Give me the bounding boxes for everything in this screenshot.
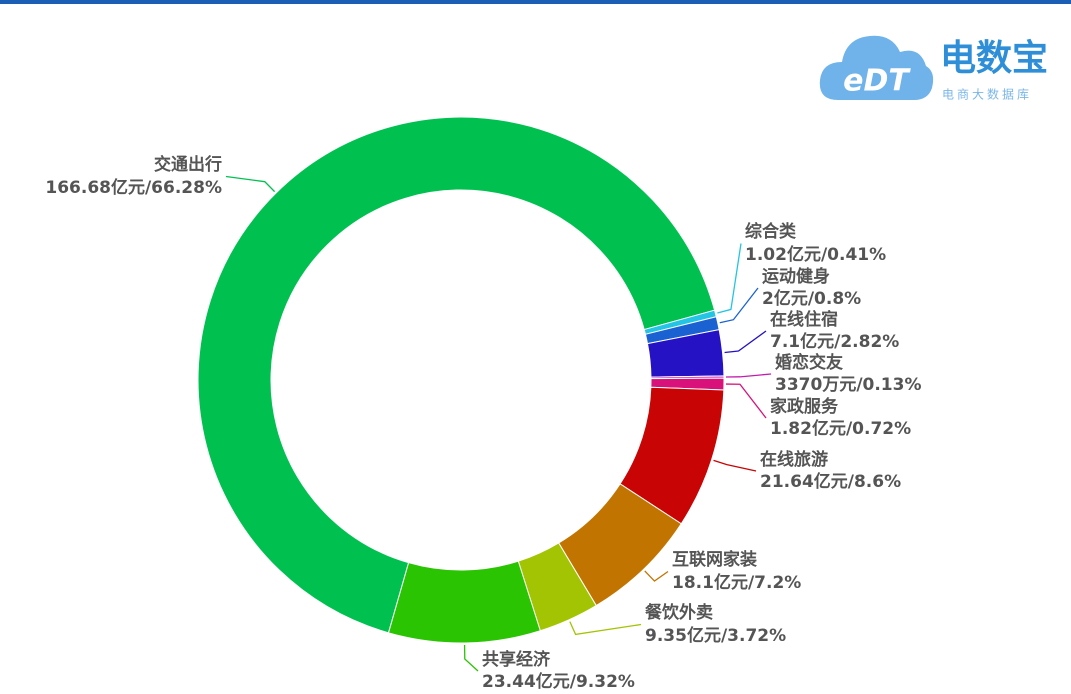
- slice-name: 综合类: [745, 221, 797, 242]
- leader-line: [225, 175, 276, 193]
- logo-name: 电数宝: [940, 38, 1048, 79]
- slice-value-label: 1.02亿元/0.41%: [745, 244, 886, 265]
- leader-line: [644, 570, 669, 582]
- slice-value-label: 3370万元/0.13%: [775, 375, 922, 395]
- slice: [197, 116, 716, 634]
- leader-line: [725, 383, 767, 419]
- top-bar: [0, 0, 1071, 4]
- leader-line: [713, 459, 757, 472]
- slice-name: 婚恋交友: [775, 352, 843, 373]
- slice-value-label: 2亿元/0.8%: [762, 288, 861, 309]
- leader-line: [463, 644, 479, 672]
- leader-line: [725, 373, 772, 378]
- leader-line: [719, 287, 759, 324]
- slice-value-label: 9.35亿元/3.72%: [645, 625, 786, 646]
- slice-value-label: 7.1亿元/2.82%: [770, 331, 899, 352]
- slice-name: 在线住宿: [770, 309, 838, 330]
- leader-line: [569, 621, 642, 636]
- logo-mark: eDT: [843, 64, 911, 99]
- leader-line: [724, 330, 767, 354]
- slice: [387, 560, 541, 644]
- logo-cloud: [819, 35, 934, 100]
- slice-name: 互联网家装: [672, 549, 757, 570]
- slice-name: 餐饮外卖: [645, 602, 713, 623]
- slice-name: 家政服务: [770, 396, 839, 417]
- slice-name: 运动健身: [762, 266, 830, 287]
- slice-value-label: 21.64亿元/8.6%: [760, 471, 901, 492]
- slice-value-label: 166.68亿元/66.28%: [45, 177, 222, 198]
- leader-line: [717, 243, 742, 314]
- slice-name: 共享经济: [482, 649, 551, 670]
- slice-name: 在线旅游: [760, 449, 828, 470]
- slice-value-label: 23.44亿元/9.32%: [482, 671, 635, 690]
- logo: eDT 电数宝 电商大数据库: [819, 35, 1048, 102]
- slice-value-label: 1.82亿元/0.72%: [770, 418, 911, 439]
- logo-tagline: 电商大数据库: [942, 87, 1032, 102]
- slice-value-label: 18.1亿元/7.2%: [672, 572, 801, 593]
- slice-name: 交通出行: [154, 154, 222, 175]
